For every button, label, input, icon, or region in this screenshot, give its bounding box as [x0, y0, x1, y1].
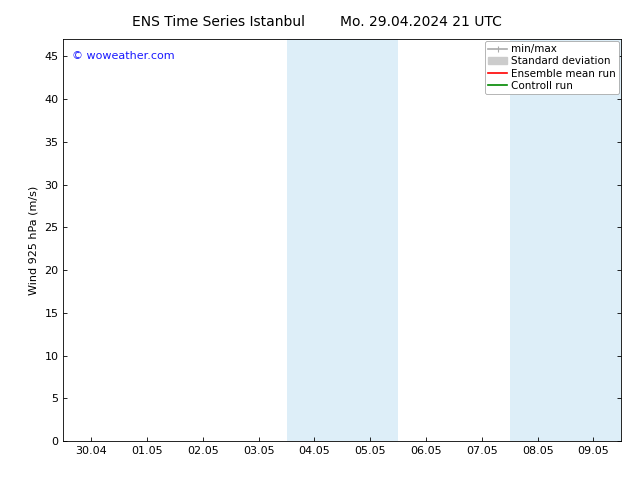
Legend: min/max, Standard deviation, Ensemble mean run, Controll run: min/max, Standard deviation, Ensemble me… [485, 41, 619, 94]
Bar [287, 39, 398, 441]
Bar [510, 39, 621, 441]
Text: ENS Time Series Istanbul        Mo. 29.04.2024 21 UTC: ENS Time Series Istanbul Mo. 29.04.2024 … [132, 15, 502, 29]
Text: © woweather.com: © woweather.com [72, 51, 174, 61]
Y-axis label: Wind 925 hPa (m/s): Wind 925 hPa (m/s) [29, 186, 39, 294]
